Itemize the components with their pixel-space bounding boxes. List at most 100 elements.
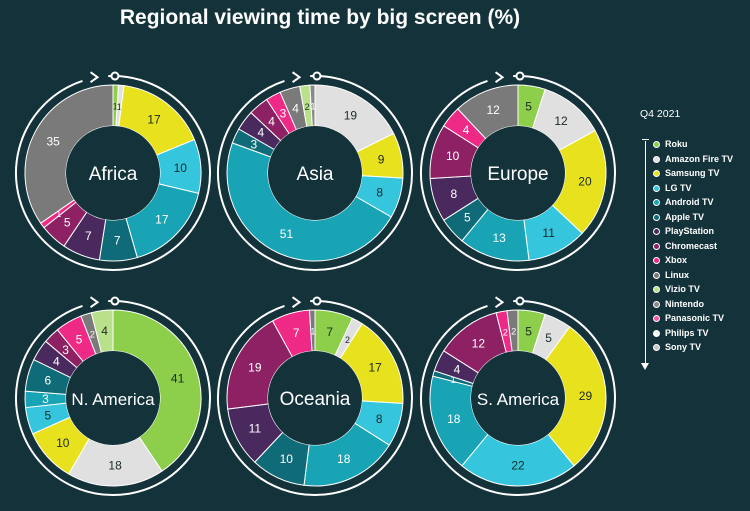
region-label: S. America <box>477 390 560 409</box>
slice-value-label: 5 <box>76 333 83 347</box>
donut-hole <box>66 126 160 220</box>
slice-value-label: 4 <box>258 126 265 140</box>
slice-value-label: 8 <box>376 412 383 426</box>
legend-label: Philips TV <box>665 327 709 338</box>
slice-value-label: 4 <box>53 354 60 368</box>
slice-value-label: 5 <box>64 216 71 230</box>
slice-value-label: 2 <box>90 330 95 340</box>
slice-value-label: 51 <box>280 227 294 241</box>
legend-arrow-tail <box>642 139 649 140</box>
slice-value-label: 18 <box>337 452 351 466</box>
donut-hole <box>471 351 565 445</box>
direction-arrow-start <box>312 296 322 306</box>
slice-value-label: 20 <box>578 174 592 188</box>
slice-value-label: 13 <box>492 231 506 245</box>
slice-value-label: 5 <box>525 324 532 338</box>
legend-label: Roku <box>665 139 688 149</box>
slice-value-label: 18 <box>447 412 461 426</box>
slice-value-label: 10 <box>446 149 460 163</box>
slice-value-label: 29 <box>579 389 593 403</box>
direction-arrow-ring <box>15 300 211 496</box>
slice-value-label: 22 <box>511 459 525 473</box>
slice-value-label: 2 <box>511 327 516 337</box>
slice-value-label: 11 <box>542 226 555 240</box>
legend-swatch <box>653 155 660 163</box>
direction-arrow-start <box>110 296 120 306</box>
region-label: Oceania <box>280 389 351 410</box>
direction-arrow-head <box>291 71 302 84</box>
slice-value-label: 17 <box>155 213 169 227</box>
slice-value-label: 12 <box>486 103 500 117</box>
direction-arrow-ring <box>217 75 413 271</box>
donut-slice <box>544 326 607 467</box>
slice-value-label: 12 <box>472 336 486 350</box>
legend-arrow-head <box>641 363 649 370</box>
slice-value-label: 4 <box>101 324 108 338</box>
slice-value-label: 19 <box>344 109 358 123</box>
legend-label: Apple TV <box>665 211 705 222</box>
slice-value-label: 4 <box>463 123 470 137</box>
slice-value-label: 1 <box>113 102 118 112</box>
direction-arrow-head <box>494 296 505 309</box>
slice-value-label: 35 <box>47 135 61 149</box>
legend-label: Sony TV <box>665 342 702 352</box>
donut-hole <box>268 351 362 445</box>
slice-value-label: 1 <box>311 102 316 112</box>
direction-arrow-head <box>89 71 100 84</box>
slice-value-label: 7 <box>114 233 121 247</box>
legend-label: Nintendo <box>665 298 704 309</box>
slice-value-label: 11 <box>249 422 262 436</box>
slice-value-label: 4 <box>268 114 275 128</box>
slice-value-label: 17 <box>147 112 161 126</box>
slice-value-label: 8 <box>450 187 457 201</box>
slice-value-label: 2 <box>345 335 350 345</box>
legend-arrow <box>645 141 646 366</box>
slice-value-label: 1 <box>117 102 122 112</box>
legend-title: Q4 2021 <box>640 108 681 120</box>
slice-value-label: 41 <box>171 371 185 385</box>
legend-swatch <box>653 300 660 308</box>
legend-label: Linux <box>665 269 689 280</box>
legend-swatch <box>653 228 660 235</box>
region-label: N. America <box>71 390 155 409</box>
slice-value-label: 6 <box>45 373 52 387</box>
slice-value-label: 2 <box>305 102 310 112</box>
slice-value-label: 10 <box>56 436 70 450</box>
slice-value-label: 7 <box>85 229 92 243</box>
legend-swatch <box>653 242 660 250</box>
slice-value-label: 4 <box>292 101 299 115</box>
direction-arrow-ring <box>15 75 211 271</box>
slice-value-label: 5 <box>464 211 471 225</box>
direction-arrow-ring <box>420 300 616 496</box>
legend-label: Amazon Fire TV <box>665 153 734 164</box>
slice-value-label: 18 <box>108 458 122 472</box>
legend-swatch <box>653 213 660 221</box>
slice-value-label: 9 <box>378 152 385 166</box>
slice-value-label: 7 <box>293 326 300 340</box>
legend-swatch <box>653 184 660 192</box>
donut-hole <box>471 126 565 220</box>
donut-hole <box>268 126 362 220</box>
direction-arrow-ring <box>420 75 616 271</box>
legend-label: Xbox <box>665 255 688 265</box>
slice-value-label: 3 <box>250 137 257 151</box>
slice-value-label: 3 <box>42 392 49 406</box>
direction-arrow-start <box>515 296 525 306</box>
slice-value-label: 3 <box>280 107 287 121</box>
region-label: Africa <box>89 164 138 185</box>
chart-title: Regional viewing time by big screen (%) <box>119 6 521 29</box>
slice-value-label: 17 <box>368 360 382 374</box>
legend-label: PlayStation <box>665 226 715 236</box>
legend-swatch <box>653 329 660 337</box>
slice-value-label: 1 <box>451 375 456 385</box>
slice-value-label: 1 <box>56 209 61 219</box>
direction-arrow-start <box>312 71 322 81</box>
slice-value-label: 4 <box>454 362 461 376</box>
region-label: Asia <box>297 164 334 185</box>
